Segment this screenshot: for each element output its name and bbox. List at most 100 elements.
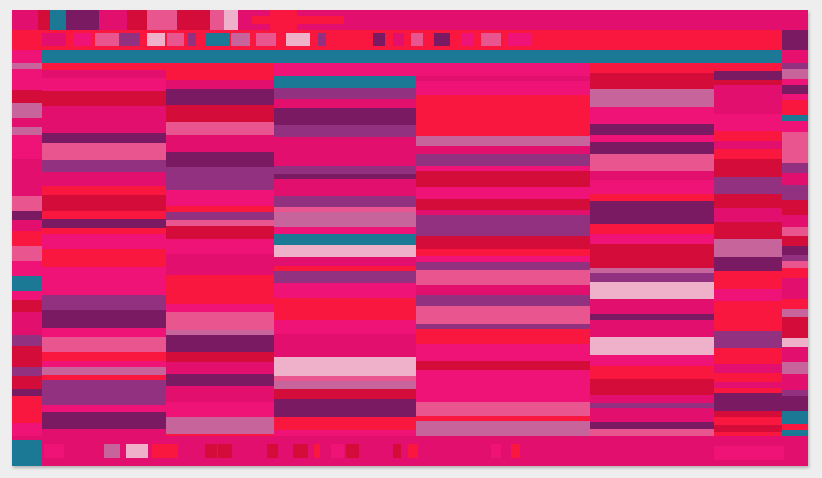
woven-stripe — [416, 295, 590, 306]
woven-stripe — [42, 195, 166, 211]
woven-stripe — [274, 245, 416, 257]
woven-stripe — [274, 351, 416, 357]
woven-stripe — [590, 395, 714, 403]
woven-stripe — [782, 268, 808, 278]
bottom-block — [364, 444, 380, 458]
woven-stripe — [166, 287, 274, 304]
woven-stripe — [714, 271, 782, 289]
woven-stripe — [714, 208, 782, 222]
woven-stripe — [166, 330, 274, 335]
woven-stripe — [274, 76, 416, 88]
upper-block — [411, 33, 423, 46]
woven-stripe — [416, 95, 590, 105]
woven-stripe — [12, 276, 42, 291]
woven-stripe — [416, 421, 590, 436]
upper-block — [73, 33, 92, 46]
woven-stripe — [782, 115, 808, 121]
woven-stripe — [12, 159, 42, 167]
woven-stripe — [12, 346, 42, 358]
woven-stripe — [274, 166, 416, 174]
woven-stripe — [714, 317, 782, 331]
woven-stripe — [782, 85, 808, 94]
woven-stripe — [166, 335, 274, 352]
woven-stripe — [416, 146, 590, 154]
woven-stripe — [782, 227, 808, 236]
woven-stripe — [782, 374, 808, 382]
woven-stripe — [12, 167, 42, 181]
woven-stripe — [166, 190, 274, 206]
woven-stripe — [782, 163, 808, 173]
upper-block — [147, 33, 165, 46]
upper-corner-block — [782, 30, 808, 50]
woven-stripe — [714, 382, 782, 388]
woven-stripe — [714, 149, 782, 159]
woven-stripe — [166, 417, 274, 434]
top-block — [177, 10, 210, 30]
top-block — [147, 10, 177, 30]
woven-stripe — [42, 106, 166, 116]
woven-stripe — [714, 393, 782, 411]
woven-stripe — [714, 222, 782, 239]
woven-stripe — [782, 246, 808, 255]
upper-block — [349, 33, 370, 46]
woven-stripe — [166, 80, 274, 89]
woven-stripe — [782, 215, 808, 227]
woven-stripe — [42, 143, 166, 160]
woven-stripe — [42, 412, 166, 429]
bottom-block — [70, 444, 97, 458]
woven-stripe — [12, 423, 42, 429]
woven-stripe — [782, 382, 808, 390]
woven-stripe — [42, 337, 166, 352]
woven-stripe — [274, 357, 416, 367]
upper-block — [286, 33, 310, 46]
woven-stripe — [416, 416, 590, 421]
woven-stripe — [714, 425, 782, 432]
woven-stripe — [782, 338, 808, 347]
edge-block — [12, 50, 42, 63]
woven-stripe — [42, 361, 166, 367]
woven-stripe — [714, 131, 782, 141]
upper-block — [231, 33, 250, 46]
woven-stripe — [416, 344, 590, 361]
top-block — [127, 10, 147, 30]
woven-stripe — [12, 335, 42, 346]
woven-stripe — [42, 367, 166, 375]
woven-stripe — [12, 69, 42, 84]
woven-stripe — [782, 132, 808, 140]
woven-stripe — [782, 317, 808, 329]
woven-stripe — [12, 312, 42, 320]
woven-stripe — [416, 63, 590, 76]
bottom-block — [454, 444, 481, 458]
top-block — [252, 16, 344, 24]
top-block — [66, 10, 99, 30]
woven-stripe — [12, 84, 42, 90]
bottom-block — [419, 444, 443, 458]
woven-stripe — [42, 310, 166, 328]
woven-stripe — [590, 299, 714, 314]
top-block — [50, 10, 66, 30]
woven-stripe — [166, 254, 274, 260]
upper-block — [461, 33, 474, 46]
woven-stripe — [42, 352, 166, 361]
woven-stripe — [12, 358, 42, 367]
top-block — [99, 10, 127, 30]
upper-block — [42, 33, 66, 46]
woven-stripe — [590, 142, 714, 154]
woven-stripe — [274, 196, 416, 207]
woven-stripe — [782, 255, 808, 261]
woven-stripe — [714, 114, 782, 131]
woven-stripe — [274, 234, 416, 245]
woven-stripe — [166, 220, 274, 226]
woven-stripe — [274, 271, 416, 283]
woven-stripe — [166, 260, 274, 275]
woven-stripe — [782, 309, 808, 317]
woven-stripe — [714, 85, 782, 100]
woven-stripe — [416, 256, 590, 262]
top-block — [224, 10, 238, 30]
woven-stripe — [274, 108, 416, 125]
woven-stripe — [416, 236, 590, 249]
woven-stripe — [416, 324, 590, 329]
woven-stripe — [590, 422, 714, 429]
woven-stripe — [590, 214, 714, 224]
woven-stripe — [782, 278, 808, 293]
